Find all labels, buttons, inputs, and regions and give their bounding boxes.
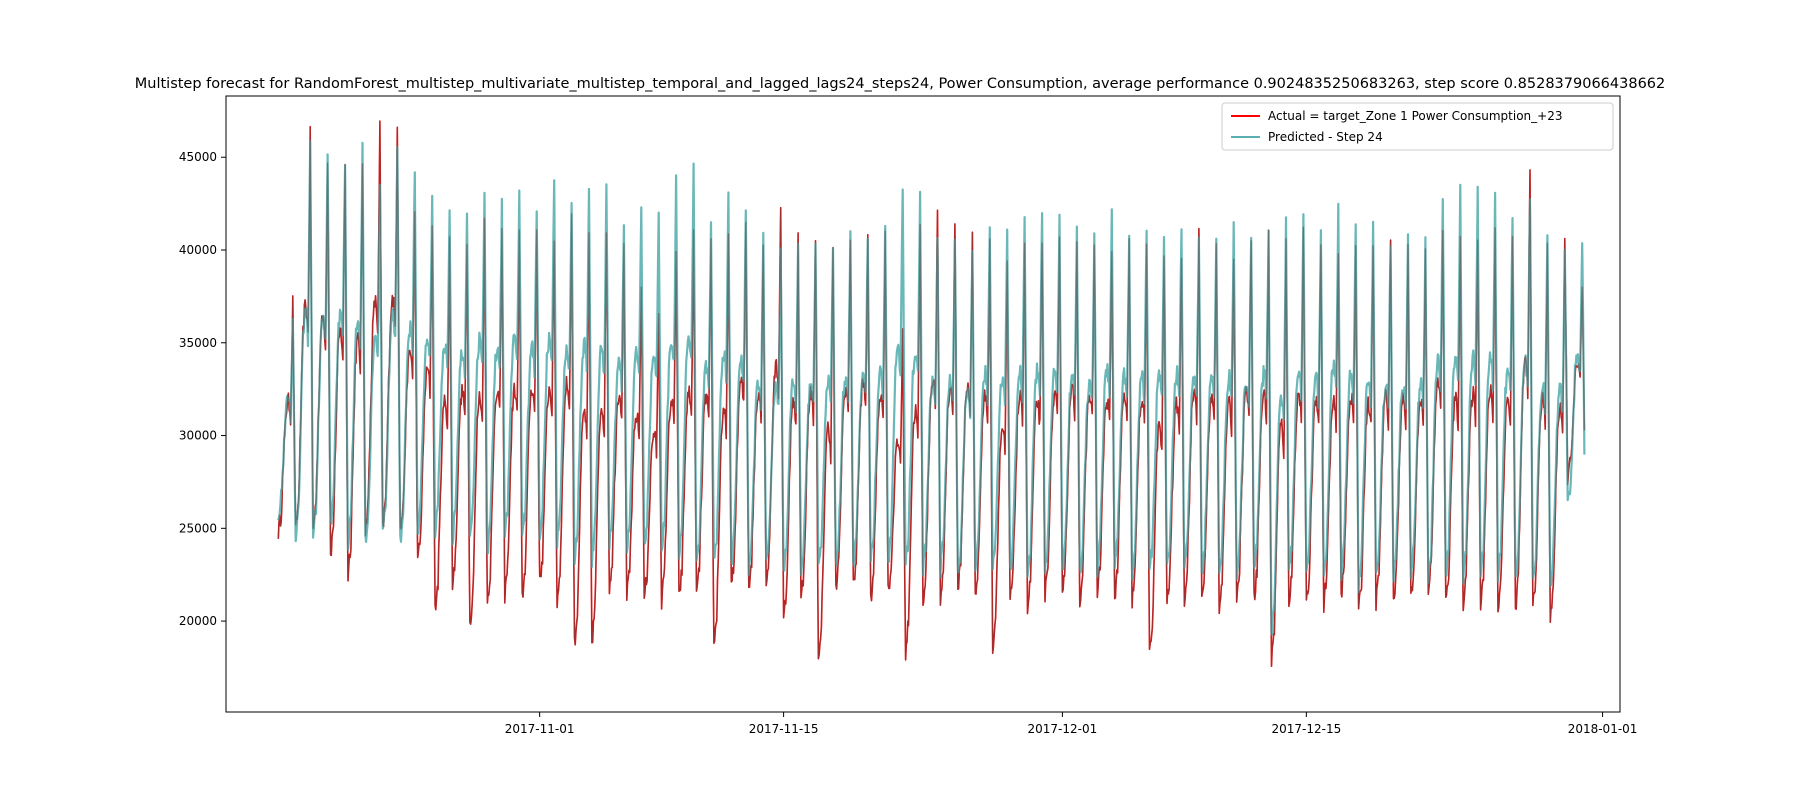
plot-frame <box>225 95 1621 713</box>
legend-label-actual: Actual = target_Zone 1 Power Consumption… <box>1268 109 1562 123</box>
x-tick-label: 2017-12-15 <box>1271 722 1341 736</box>
legend-box <box>1221 102 1614 151</box>
y-tick-label: 40000 <box>179 243 217 257</box>
legend-label-predicted: Predicted - Step 24 <box>1268 130 1383 144</box>
chart-title: Multistep forecast for RandomForest_mult… <box>135 76 1666 92</box>
y-tick-label: 20000 <box>179 614 217 628</box>
y-tick-label: 35000 <box>179 336 217 350</box>
y-tick-label: 30000 <box>179 429 217 443</box>
x-axis: 2017-11-01 2017-11-15 2017-12-01 2017-12-15… <box>505 712 1638 736</box>
series-overlap-shade <box>277 120 1585 667</box>
x-tick-label: 2017-12-01 <box>1028 722 1098 736</box>
y-tick-label: 25000 <box>179 521 217 535</box>
x-tick-label: 2017-11-15 <box>749 722 819 736</box>
x-tick-label: 2017-11-01 <box>505 722 575 736</box>
y-axis: 20000 25000 30000 35000 40000 45000 <box>179 150 226 628</box>
x-tick-label: 2018-01-01 <box>1568 722 1638 736</box>
legend: Actual = target_Zone 1 Power Consumption… <box>1221 102 1614 151</box>
y-tick-label: 45000 <box>179 150 217 164</box>
